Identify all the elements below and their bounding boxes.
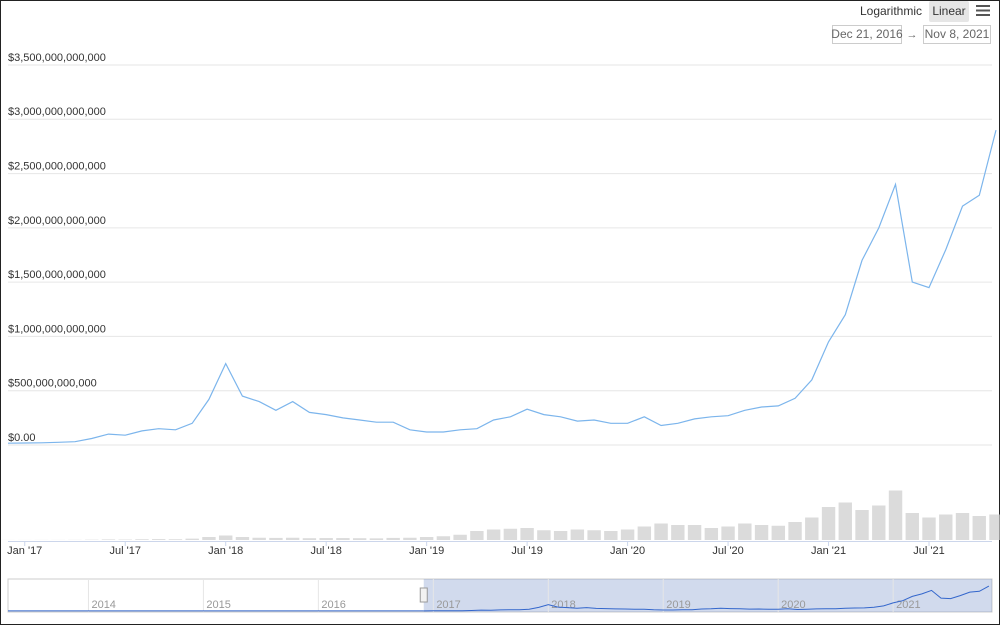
range-arrow: →	[907, 29, 918, 41]
volume-bar	[470, 531, 484, 540]
menu-icon[interactable]	[976, 5, 990, 16]
y-tick-label: $2,000,000,000,000	[8, 215, 106, 227]
volume-bar	[771, 525, 786, 540]
navigator-label: 2019	[666, 599, 690, 611]
range-to[interactable]: Nov 8, 2021	[925, 27, 990, 41]
volume-bar	[637, 526, 652, 540]
navigator-frame	[7, 578, 993, 613]
volume-bar	[939, 514, 953, 540]
volume-bar	[403, 537, 417, 540]
y-tick-label: $3,500,000,000,000	[8, 52, 106, 64]
x-tick-label: Jan '18	[208, 545, 243, 557]
volume-bar	[604, 531, 618, 540]
y-tick-label: $3,000,000,000,000	[8, 106, 106, 118]
volume-bar	[738, 523, 752, 540]
volume-bar	[888, 490, 903, 540]
volume-bar	[218, 535, 233, 540]
volume-bar	[838, 502, 852, 540]
volume-bar	[671, 525, 685, 540]
volume-bar	[553, 531, 568, 540]
x-tick-label: Jan '20	[610, 545, 645, 557]
volume-bar	[687, 525, 702, 540]
volume-bar	[754, 525, 769, 540]
volume-bar	[419, 537, 434, 540]
volume-bar	[570, 529, 585, 540]
log-button[interactable]: Logarithmic	[860, 4, 922, 18]
volume-bar	[905, 513, 919, 540]
volume-bar	[152, 539, 166, 540]
navigator-label: 2016	[321, 599, 345, 611]
volume-bar	[302, 538, 317, 540]
volume-bar	[989, 514, 1000, 540]
y-tick-label: $1,000,000,000,000	[8, 323, 106, 335]
volume-bar	[101, 539, 116, 540]
range-from-box[interactable]	[832, 25, 902, 44]
y-tick-label: $1,500,000,000,000	[8, 269, 106, 281]
volume-bar	[352, 538, 367, 540]
y-tick-label: $500,000,000,000	[8, 378, 97, 390]
toolbar: Logarithmic Linear Dec 21, 2016 → Nov 8,…	[831, 1, 991, 44]
volume-bar	[202, 537, 216, 540]
volume-bar	[587, 530, 601, 540]
volume-bar	[788, 522, 802, 540]
volume-bar	[386, 537, 400, 540]
x-tick-label: Jul '20	[712, 545, 743, 557]
volume-bar	[620, 529, 635, 540]
x-tick-label: Jul '18	[310, 545, 341, 557]
volume-bar	[955, 513, 970, 540]
volume-bar	[235, 537, 250, 540]
volume-bar	[336, 538, 350, 540]
volume-bar	[537, 530, 551, 540]
volume-bar	[503, 528, 518, 540]
volume-bar	[185, 538, 199, 540]
price-line	[7, 129, 997, 444]
volume-bar	[436, 536, 451, 540]
volume-bar	[252, 537, 266, 540]
volume-bar	[369, 538, 384, 540]
linear-button-bg[interactable]	[929, 1, 969, 22]
navigator-selection	[423, 579, 992, 612]
x-tick-label: Jul '17	[109, 545, 140, 557]
volume-bar	[805, 517, 819, 540]
x-tick-label: Jan '19	[409, 545, 444, 557]
navigator-handle[interactable]	[419, 587, 428, 603]
volume-bar	[453, 534, 467, 540]
navigator: 2014 2015 2016 2017 2018 2019 2020 2021	[8, 579, 992, 612]
linear-button[interactable]: Linear	[932, 4, 965, 18]
x-tick-label: Jan '21	[811, 545, 846, 557]
navigator-label: 2021	[896, 599, 920, 611]
volume-bar	[922, 517, 936, 540]
navigator-label: 2014	[91, 599, 115, 611]
volume-bar	[269, 537, 283, 540]
x-tick-label: Jul '21	[913, 545, 944, 557]
y-tick-label: $2,500,000,000,000	[8, 160, 106, 172]
range-to-box[interactable]	[923, 25, 991, 44]
volume-bar	[972, 516, 986, 540]
volume-bar	[168, 539, 183, 540]
range-from[interactable]: Dec 21, 2016	[831, 27, 903, 41]
volume-bar	[821, 507, 836, 540]
volume-bar	[486, 529, 501, 540]
volume-bar	[872, 505, 886, 540]
volume-bar	[721, 526, 735, 540]
navigator-label: 2018	[551, 599, 575, 611]
y-tick-label: $0.00	[8, 432, 36, 444]
volume-bar	[520, 528, 534, 540]
navigator-label: 2015	[206, 599, 230, 611]
volume-bar	[654, 523, 668, 540]
navigator-line	[423, 585, 990, 612]
volume-bar	[855, 510, 869, 540]
x-tick-label: Jan '17	[7, 545, 42, 557]
navigator-label: 2020	[781, 599, 805, 611]
volume-bar	[135, 539, 149, 540]
volume-bar	[704, 528, 719, 540]
x-tick-label: Jul '19	[511, 545, 542, 557]
volume-bar	[285, 537, 300, 540]
navigator-label: 2017	[436, 599, 460, 611]
volume-bar	[319, 538, 333, 540]
